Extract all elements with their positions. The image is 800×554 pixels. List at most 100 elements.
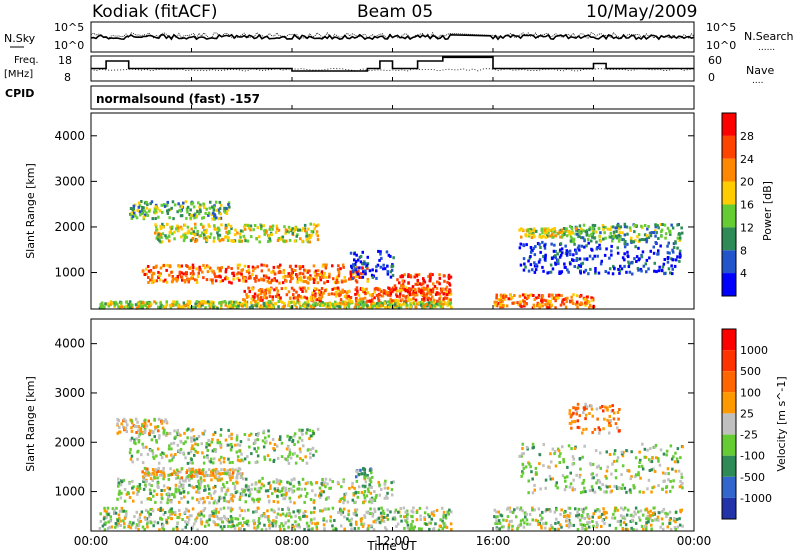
heatmap-cell [625,449,628,452]
heatmap-cell [645,240,648,244]
heatmap-cell [343,305,347,309]
heatmap-cell [637,516,641,520]
heatmap-cell [495,293,498,297]
heatmap-cell [425,294,428,298]
heatmap-cell [157,429,160,433]
heatmap-cell [182,479,185,483]
heatmap-cell [422,297,426,301]
heatmap-cell [583,245,586,249]
heatmap-cell [163,203,166,206]
heatmap-cell [187,517,191,521]
heatmap-cell [560,294,563,298]
heatmap-cell [227,428,230,432]
heatmap-cell [137,429,140,433]
heatmap-cell [566,475,569,479]
heatmap-cell [194,306,197,310]
heatmap-cell [207,211,211,215]
heatmap-cell [431,306,434,310]
heatmap-cell [138,204,142,208]
freq-left-label-1: Freq. [14,55,39,66]
heatmap-cell [184,479,187,483]
heatmap-cell [499,513,502,517]
heatmap-cell [244,493,248,497]
heatmap-cell [314,522,317,526]
heatmap-cell [417,287,421,291]
sky-tick-hi: 10^5 [54,21,84,34]
heatmap-cell [422,302,425,306]
heatmap-cell [248,461,251,465]
heatmap-cell [156,235,159,239]
heatmap-cell [215,507,218,511]
heatmap-cell [641,238,644,241]
heatmap-cell [585,297,588,301]
heatmap-cell [242,234,246,238]
heatmap-cell [181,518,184,521]
heatmap-cell [191,467,195,471]
heatmap-cell [351,485,354,489]
heatmap-cell [122,509,125,513]
heatmap-cell [554,299,557,303]
heatmap-cell [319,491,322,495]
heatmap-cell [262,302,266,305]
heatmap-cell [340,509,343,513]
heatmap-cell [310,233,313,237]
heatmap-cell [347,509,350,513]
heatmap-cell [159,453,163,457]
heatmap-cell [181,485,185,489]
heatmap-cell [314,292,317,296]
heatmap-cell [641,250,645,254]
heatmap-cell [654,445,657,449]
heatmap-cell [328,478,332,482]
heatmap-cell [242,490,245,494]
heatmap-cell [666,260,670,264]
heatmap-cell [309,434,313,438]
heatmap-cell [640,464,644,468]
heatmap-cell [649,249,652,253]
heatmap-cell [133,211,136,215]
y-tick-label: 2000 [54,220,85,234]
heatmap-cell [302,511,305,515]
heatmap-cell [165,303,168,307]
heatmap-cell [599,231,602,235]
heatmap-cell [146,525,149,529]
heatmap-cell [203,429,207,433]
heatmap-cell [236,301,239,305]
heatmap-cell [420,293,423,296]
heatmap-cell [533,508,536,512]
heatmap-cell [621,454,625,458]
heatmap-cell [368,500,371,504]
heatmap-cell [217,226,220,230]
heatmap-cell [558,255,562,259]
heatmap-cell [189,266,193,269]
heatmap-cell [614,226,617,230]
heatmap-cell [299,306,302,310]
heatmap-cell [277,305,280,309]
heatmap-cell [136,485,139,489]
heatmap-cell [206,456,209,460]
heatmap-cell [260,296,263,299]
heatmap-cell [211,449,215,453]
heatmap-cell [100,306,103,310]
heatmap-cell [317,273,320,277]
heatmap-cell [575,259,578,262]
heatmap-cell [624,523,628,527]
heatmap-cell [143,527,146,531]
heatmap-cell [190,429,193,433]
heatmap-cell [170,442,173,446]
heatmap-cell [325,305,328,309]
heatmap-cell [150,484,153,488]
heatmap-cell [620,473,623,477]
heatmap-cell [319,493,323,497]
heatmap-cell [210,473,213,477]
heatmap-cell [310,229,313,233]
heatmap-cell [288,438,291,442]
heatmap-cell [182,239,186,243]
heatmap-cell [137,201,141,205]
heatmap-cell [196,210,199,214]
heatmap-cell [348,298,351,302]
heatmap-cell [267,276,271,280]
heatmap-cell [541,510,544,514]
heatmap-cell [186,500,190,504]
heatmap-cell [367,527,370,531]
heatmap-cell [355,297,358,301]
